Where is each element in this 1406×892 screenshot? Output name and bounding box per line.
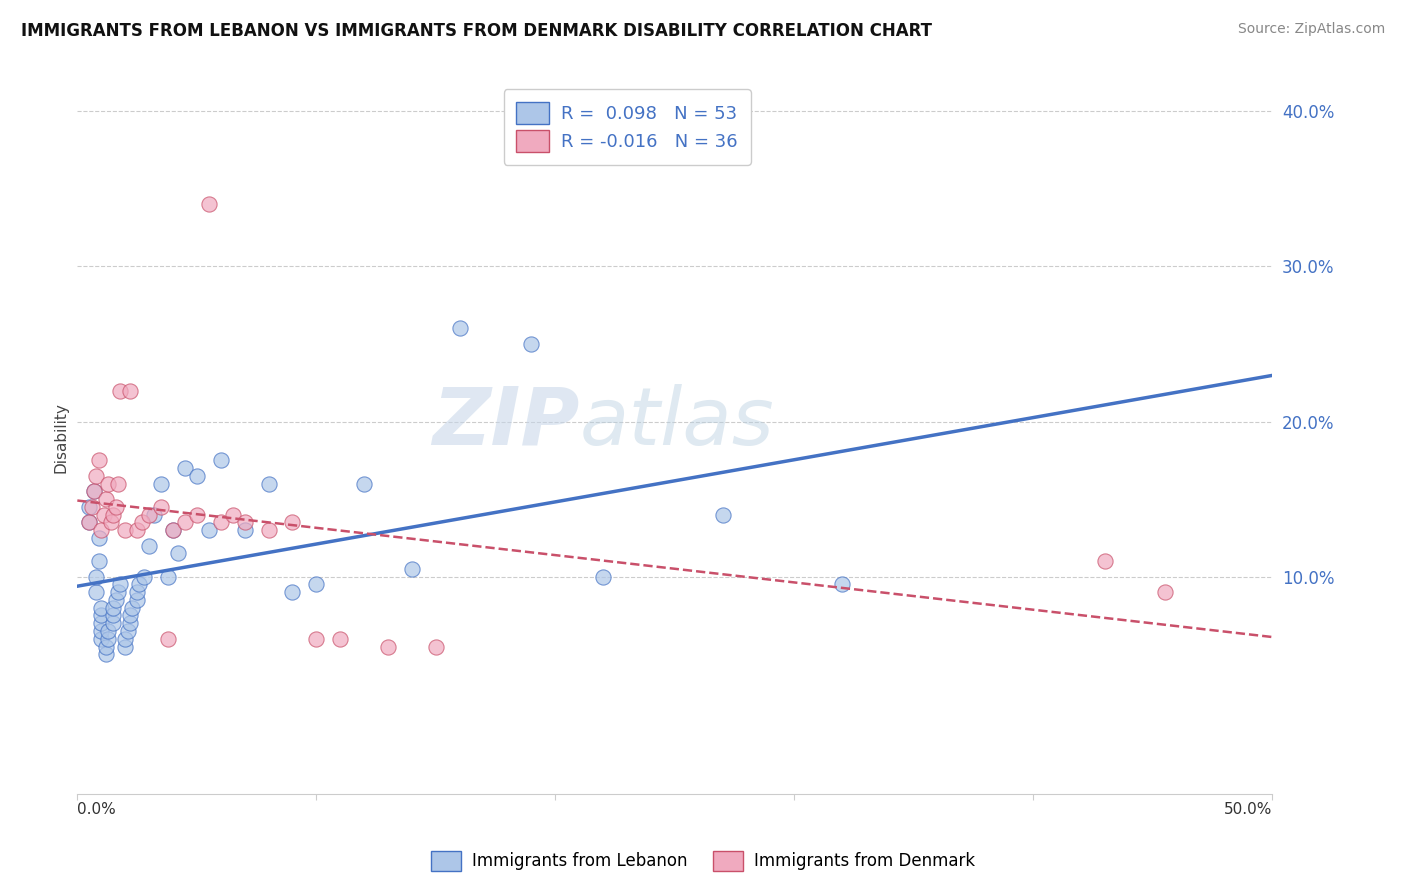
Point [401, 562, 423, 576]
Point [209, 453, 232, 467]
Point [110, 384, 132, 398]
Point [425, 640, 447, 654]
Point [90, 600, 112, 615]
Point [281, 516, 304, 530]
Point [711, 508, 734, 522]
Point [174, 461, 197, 475]
Point [257, 476, 280, 491]
Point [90, 632, 112, 646]
Point [174, 516, 197, 530]
Point [127, 593, 149, 607]
Point [110, 577, 132, 591]
Point [114, 640, 136, 654]
Point [197, 197, 219, 211]
Point [100, 516, 122, 530]
Point [233, 523, 256, 537]
Point [117, 624, 139, 638]
Point [79, 516, 101, 530]
Point [831, 577, 853, 591]
Text: atlas: atlas [579, 384, 775, 462]
Point [520, 337, 543, 351]
Point [86, 585, 108, 599]
Point [94, 647, 117, 661]
Point [162, 523, 184, 537]
Text: ZIP: ZIP [432, 384, 579, 462]
Point [114, 632, 136, 646]
Point [131, 516, 153, 530]
Point [377, 640, 399, 654]
Text: IMMIGRANTS FROM LEBANON VS IMMIGRANTS FROM DENMARK DISABILITY CORRELATION CHART: IMMIGRANTS FROM LEBANON VS IMMIGRANTS FR… [21, 22, 932, 40]
Point [157, 570, 180, 584]
Point [305, 577, 328, 591]
Point [138, 508, 160, 522]
Point [121, 600, 143, 615]
Point [233, 516, 256, 530]
Point [127, 523, 149, 537]
Point [87, 531, 110, 545]
Point [118, 384, 141, 398]
Point [94, 640, 117, 654]
Text: Source: ZipAtlas.com: Source: ZipAtlas.com [1237, 22, 1385, 37]
Text: 0.0%: 0.0% [77, 802, 117, 817]
Point [104, 500, 127, 514]
Point [93, 508, 115, 522]
Point [107, 585, 129, 599]
Point [150, 476, 173, 491]
Point [87, 453, 110, 467]
Point [162, 523, 184, 537]
Point [103, 608, 124, 623]
Point [83, 484, 105, 499]
Point [449, 321, 471, 335]
Point [87, 554, 110, 568]
Point [166, 546, 188, 560]
Point [90, 608, 112, 623]
Point [257, 523, 280, 537]
Legend: R =  0.098   N = 53, R = -0.016   N = 36: R = 0.098 N = 53, R = -0.016 N = 36 [503, 89, 751, 165]
Point [138, 539, 160, 553]
Point [592, 570, 614, 584]
Point [118, 616, 141, 631]
Point [103, 600, 124, 615]
Point [79, 500, 101, 514]
Point [83, 484, 105, 499]
Point [114, 523, 136, 537]
Point [104, 593, 127, 607]
Point [128, 577, 150, 591]
Point [329, 632, 352, 646]
Point [90, 624, 112, 638]
Point [86, 468, 108, 483]
Text: 50.0%: 50.0% [1225, 802, 1272, 817]
Point [150, 500, 173, 514]
Point [107, 476, 129, 491]
Y-axis label: Disability: Disability [53, 401, 69, 473]
Point [209, 516, 232, 530]
Point [186, 508, 208, 522]
Point [197, 523, 219, 537]
Point [80, 500, 103, 514]
Point [90, 523, 112, 537]
Point [127, 585, 149, 599]
Legend: Immigrants from Lebanon, Immigrants from Denmark: Immigrants from Lebanon, Immigrants from… [422, 842, 984, 880]
Point [222, 508, 245, 522]
Point [186, 468, 208, 483]
Point [305, 632, 328, 646]
Point [97, 624, 120, 638]
Point [103, 508, 124, 522]
Point [103, 616, 124, 631]
Point [281, 585, 304, 599]
Point [94, 492, 117, 507]
Point [97, 476, 120, 491]
Point [353, 476, 375, 491]
Point [142, 508, 165, 522]
Point [90, 616, 112, 631]
Point [134, 570, 156, 584]
Point [86, 570, 108, 584]
Point [79, 516, 101, 530]
Point [118, 608, 141, 623]
Point [1094, 554, 1116, 568]
Point [97, 632, 120, 646]
Point [157, 632, 180, 646]
Point [1154, 585, 1177, 599]
